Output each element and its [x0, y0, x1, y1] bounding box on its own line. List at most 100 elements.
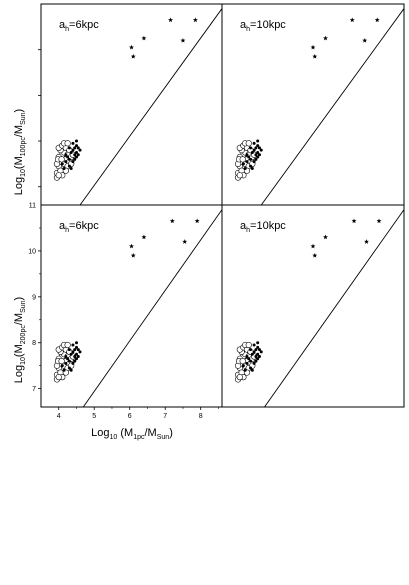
x-tick-label: 5: [92, 413, 96, 420]
data-point-circle: [239, 357, 246, 365]
data-point-dot: [64, 355, 68, 358]
panel-label: ah=10kpc: [240, 19, 286, 33]
y-title-top-sub1: 10: [20, 169, 27, 177]
data-point-star: [349, 17, 355, 23]
data-point-dot: [67, 146, 71, 150]
x-tick-label: 6: [128, 413, 132, 420]
data-point-star: [192, 17, 198, 23]
panel-label-a: a: [240, 220, 247, 232]
data-point-dot: [254, 157, 258, 161]
data-point-star: [312, 53, 318, 59]
data-point-dot: [71, 350, 75, 354]
data-point-circle: [55, 374, 62, 381]
data-point-dot: [254, 359, 258, 363]
data-point-star: [374, 17, 380, 23]
data-point-dot: [66, 155, 70, 159]
data-point-star: [129, 243, 134, 249]
data-point-dot: [76, 348, 80, 352]
data-point-circle: [64, 140, 71, 147]
data-point-dot: [74, 345, 78, 349]
data-point-dot: [254, 153, 258, 157]
panel-label-sub: h: [65, 227, 69, 234]
y-tick-label: 8: [32, 340, 36, 347]
y-title-top-end: ): [13, 109, 25, 113]
data-point-dot: [67, 366, 71, 370]
reference-line: [260, 8, 404, 205]
data-point-dot: [67, 164, 71, 168]
data-point-star: [310, 243, 316, 249]
data-point-circle: [236, 374, 243, 381]
data-point-star: [168, 17, 174, 23]
panel-label-rest: =6kpc: [69, 19, 99, 31]
x-title-main: Log: [91, 427, 109, 439]
panel-label-a: a: [240, 19, 247, 31]
panel-label-sub: h: [65, 26, 69, 33]
data-point-star: [323, 234, 328, 240]
panel-label-rest: =6kpc: [69, 220, 99, 232]
panel-label: ah=10kpc: [240, 220, 286, 234]
data-point-dot: [245, 160, 249, 164]
data-point-dot: [76, 153, 80, 157]
data-point-dot: [241, 364, 245, 368]
y-title-bottom-end: ): [13, 297, 25, 301]
data-point-dot: [256, 150, 260, 154]
y-title-bottom-mid: (M: [13, 344, 25, 357]
y-title-bottom-sub3: Sun: [20, 300, 27, 313]
data-point-dot: [74, 155, 78, 159]
data-point-dot: [74, 357, 78, 361]
x-title-sub3: Sun: [157, 434, 170, 441]
panel-label-a: a: [59, 220, 66, 232]
panel-plot-area: [234, 209, 404, 407]
data-point-circle: [239, 156, 246, 163]
data-point-dot: [256, 155, 260, 159]
data-point-dot: [252, 148, 256, 152]
data-point-dot: [74, 352, 78, 356]
data-point-dot: [249, 146, 253, 150]
y-tick-label-top: 11: [29, 203, 36, 210]
panel-label: ah=6kpc: [59, 220, 99, 234]
data-point-dot: [73, 359, 77, 363]
data-point-dot: [71, 160, 75, 164]
y-title-bottom-sub2: 200pc: [20, 325, 27, 345]
data-point-circle: [58, 156, 65, 163]
data-point-star: [310, 44, 316, 50]
panel-label: ah=6kpc: [59, 19, 99, 33]
data-point-star: [194, 218, 200, 224]
data-point-circle: [236, 172, 243, 179]
data-point-dot: [250, 166, 254, 170]
axis-layer: 4 5 6 7 8 7 8 9 10 11: [28, 49, 219, 420]
x-tick-label: 7: [163, 413, 167, 420]
x-tick-label: 4: [57, 413, 61, 420]
data-point-dot: [76, 146, 80, 150]
data-point-dot: [74, 139, 78, 143]
panel-label-rest: =10kpc: [250, 19, 286, 31]
data-point-dot: [259, 148, 263, 152]
panel-2: ah=10kpc: [221, 3, 405, 206]
data-point-star: [169, 218, 175, 224]
panel-frame: [221, 204, 405, 408]
data-point-dot: [62, 368, 66, 372]
panel-3: ah=6kpc: [40, 204, 223, 408]
x-title-sub1: 10: [110, 434, 118, 441]
data-point-dot: [73, 157, 77, 161]
data-point-dot: [73, 348, 77, 352]
data-point-dot: [247, 155, 251, 159]
data-point-dot: [60, 364, 64, 368]
panel-frame: [40, 3, 223, 206]
data-point-dot: [256, 352, 260, 356]
panel-label-sub: h: [246, 26, 250, 33]
data-point-circle: [58, 357, 65, 365]
data-point-star: [180, 37, 186, 43]
data-point-dot: [64, 361, 68, 365]
data-point-circle: [245, 341, 252, 349]
data-point-dot: [67, 157, 71, 161]
data-point-dot: [257, 153, 261, 157]
data-point-star: [141, 35, 147, 41]
x-axis-title: Log10 (M1pc/MSun): [91, 427, 173, 441]
data-point-dot: [250, 368, 254, 372]
data-point-star: [182, 239, 188, 244]
x-title-end: ): [169, 427, 173, 439]
panel-frame: [221, 3, 405, 206]
data-point-dot: [256, 144, 260, 148]
